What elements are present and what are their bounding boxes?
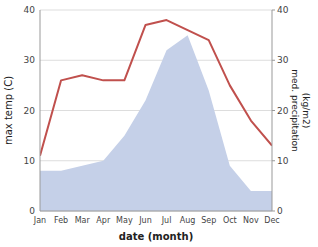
precipitation-area [40, 35, 272, 211]
grid-line [40, 10, 272, 11]
y2-tick-label: 20 [277, 106, 289, 116]
y2-axis [272, 10, 273, 211]
grid-line [40, 211, 272, 212]
x-tick-label: Apr [96, 216, 111, 225]
y-tick-label: 30 [24, 55, 36, 65]
x-tick-label: Mar [75, 216, 91, 225]
x-tick-label: Jan [33, 216, 46, 225]
y-tick-label: 10 [24, 156, 36, 166]
x-tick-label: Feb [54, 216, 68, 225]
x-tick-label: Sep [201, 216, 216, 225]
chart: 0 10 20 30 40 0 10 20 30 40 Jan Feb Mar Apr May Jun Jul A… [0, 0, 318, 247]
y-axis [40, 10, 41, 211]
x-axis [40, 211, 272, 212]
x-tick-label: Aug [180, 216, 196, 225]
y2-tick-label: 10 [277, 156, 289, 166]
x-axis-label: date (month) [119, 231, 193, 242]
x-tick-label: Dec [264, 216, 279, 225]
x-tick-label: Nov [243, 216, 259, 225]
y-axis-label: max temp (C) [3, 76, 14, 145]
y2-tick-label: 30 [277, 55, 289, 65]
y-tick-label: 40 [24, 5, 36, 15]
y2-tick-label: 0 [277, 206, 283, 216]
x-tick-label: Oct [223, 216, 237, 225]
y-tick-label: 0 [29, 206, 35, 216]
y-tick-label: 20 [24, 106, 36, 116]
y2-axis-label: med. precipitation(kg/m2) [290, 69, 311, 151]
plot-area [40, 20, 272, 211]
temperature-line [40, 20, 272, 156]
x-tick-label: Jul [161, 216, 172, 225]
x-tick-label: May [116, 216, 133, 225]
chart-container: 0 10 20 30 40 0 10 20 30 40 Jan Feb Mar Apr May Jun Jul A… [0, 0, 318, 247]
grid-line [40, 60, 272, 61]
y2-tick-label: 40 [277, 5, 289, 15]
x-tick-label: Jun [138, 216, 152, 225]
